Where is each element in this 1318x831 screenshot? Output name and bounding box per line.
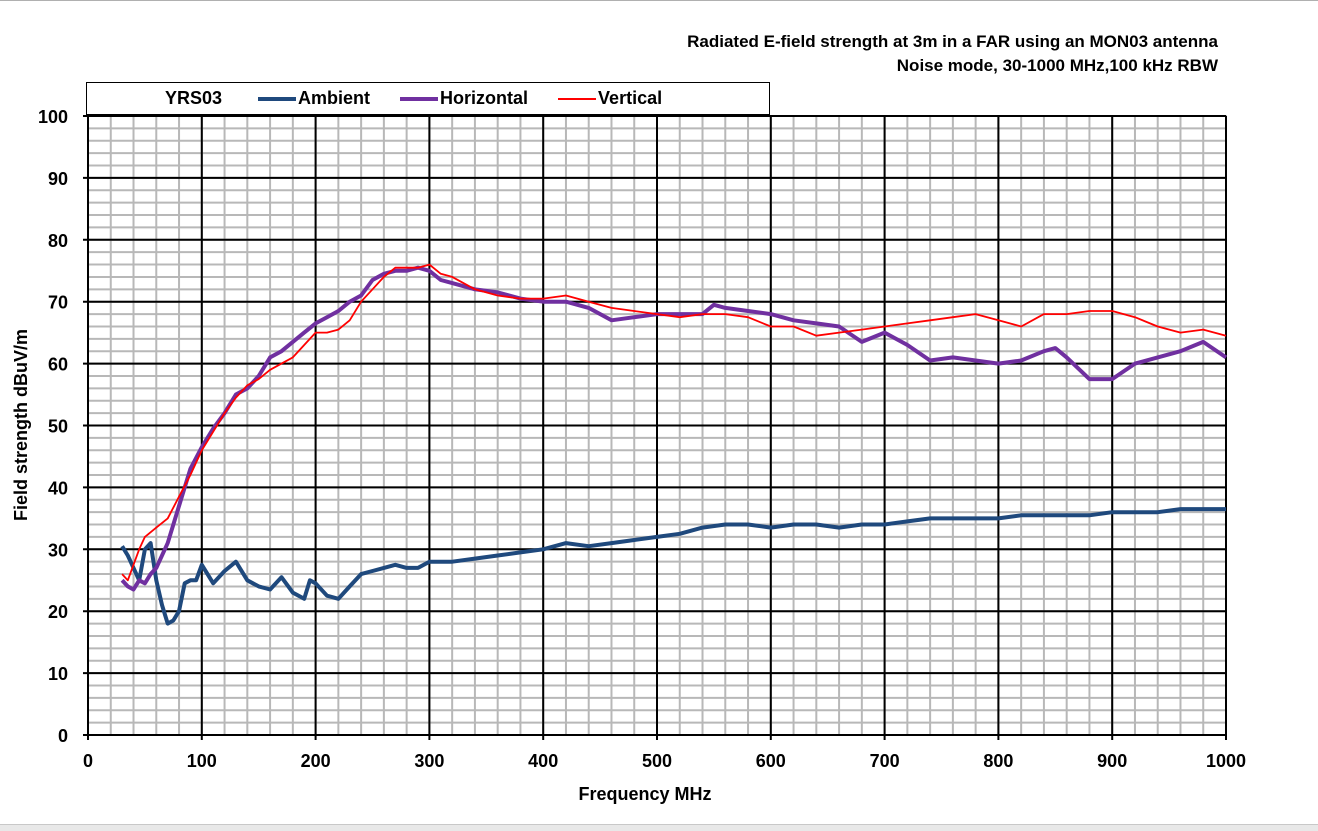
y-tick-label: 30	[48, 540, 68, 560]
x-axis-title: Frequency MHz	[578, 784, 711, 804]
x-tick-label: 1000	[1206, 751, 1246, 771]
y-tick-label: 20	[48, 602, 68, 622]
plot-border	[87, 115, 1227, 736]
legend-swatch-horizontal	[400, 96, 439, 101]
y-tick-label: 90	[48, 169, 68, 189]
legend-item-vertical: Vertical	[558, 88, 662, 109]
y-tick-label: 100	[38, 107, 68, 127]
legend-swatch-vertical	[558, 97, 597, 100]
y-axis-title: Field strength dBuV/m	[11, 329, 31, 521]
x-tick-label: 800	[983, 751, 1013, 771]
series-line-ambient	[120, 507, 1226, 626]
y-tick-label: 80	[48, 231, 68, 251]
series-line-horizontal	[120, 265, 1228, 592]
legend: YRS03 Ambient Horizontal Vertical	[86, 82, 770, 115]
window-bottom-edge	[0, 824, 1318, 831]
x-tick-label: 0	[83, 751, 93, 771]
y-tick-label: 70	[48, 293, 68, 313]
legend-label-horizontal: Horizontal	[440, 88, 529, 108]
x-tick-label: 100	[187, 751, 217, 771]
legend-label-vertical: Vertical	[598, 88, 663, 108]
y-tick-label: 10	[48, 664, 68, 684]
x-tick-label: 400	[528, 751, 558, 771]
x-tick-label: 300	[414, 751, 444, 771]
y-tick-label: 40	[48, 478, 68, 498]
legend-title: YRS03	[165, 88, 223, 108]
y-tick-label: 60	[48, 355, 68, 375]
legend-label-ambient: Ambient	[298, 88, 371, 108]
chart-title-line2: Noise mode, 30-1000 MHz,100 kHz RBW	[896, 56, 1218, 75]
legend-swatch-ambient	[258, 96, 297, 101]
x-tick-label: 600	[756, 751, 786, 771]
x-tick-label: 700	[870, 751, 900, 771]
legend-item-ambient: Ambient	[258, 88, 370, 109]
y-tick-label: 0	[58, 726, 68, 746]
x-tick-label: 500	[642, 751, 672, 771]
y-tick-label: 50	[48, 417, 68, 437]
series-line-vertical	[121, 263, 1227, 582]
chart-title-line1: Radiated E-field strength at 3m in a FAR…	[687, 32, 1218, 51]
legend-item-horizontal: Horizontal	[400, 88, 528, 109]
x-tick-label: 200	[301, 751, 331, 771]
x-tick-label: 900	[1097, 751, 1127, 771]
